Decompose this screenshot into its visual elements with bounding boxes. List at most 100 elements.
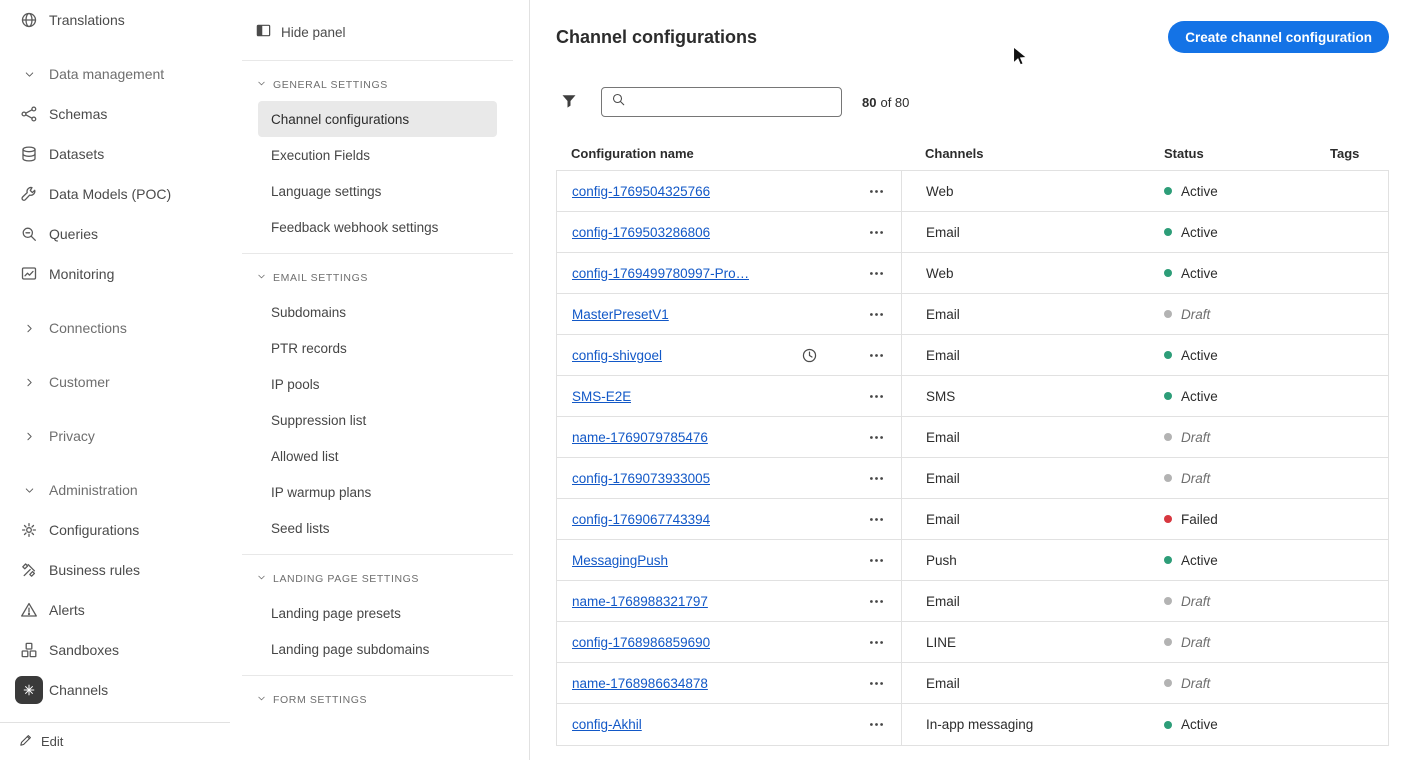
table-row: config-Akhil In-app messaging Active — [557, 704, 1388, 745]
edit-button[interactable]: Edit — [0, 722, 230, 760]
more-actions-button[interactable] — [864, 220, 888, 244]
more-actions-button[interactable] — [864, 713, 888, 737]
more-actions-button[interactable] — [864, 466, 888, 490]
configuration-name-cell: name-1769079785476 — [557, 417, 902, 457]
config-name-link[interactable]: config-1768986859690 — [572, 634, 711, 650]
config-name-link[interactable]: config-1769073933005 — [572, 470, 711, 486]
sidebar-item-connections[interactable]: Connections — [0, 308, 230, 348]
table-row: name-1769079785476 Email Draft — [557, 417, 1388, 458]
more-actions-button[interactable] — [864, 302, 888, 326]
configuration-name-cell: config-1769067743394 — [557, 499, 902, 539]
sidebar-item-business-rules[interactable]: Business rules — [0, 550, 230, 590]
sidebar-item-channels[interactable]: Channels — [0, 670, 230, 710]
more-actions-button[interactable] — [864, 507, 888, 531]
clock-icon — [801, 347, 818, 364]
config-name-link[interactable]: config-1769503286806 — [572, 224, 711, 240]
configuration-name-cell: name-1768986634878 — [557, 663, 902, 703]
panel-item-language-settings[interactable]: Language settings — [271, 183, 382, 199]
sidebar-item-data-models-poc[interactable]: Data Models (POC) — [0, 174, 230, 214]
config-name-link[interactable]: config-1769067743394 — [572, 511, 711, 527]
more-actions-button[interactable] — [864, 671, 888, 695]
sidebar-item-sandboxes[interactable]: Sandboxes — [0, 630, 230, 670]
panel-item-ip-warmup-plans[interactable]: IP warmup plans — [271, 484, 372, 500]
more-actions-button[interactable] — [864, 343, 888, 367]
sidebar-item-administration[interactable]: Administration — [0, 470, 230, 510]
business-rules-icon — [15, 556, 43, 584]
config-name-link[interactable]: SMS-E2E — [572, 388, 632, 404]
panel-section-label: FORM SETTINGS — [273, 694, 368, 706]
more-actions-button[interactable] — [864, 384, 888, 408]
chevron-down-icon — [256, 271, 267, 285]
sidebar-item-configurations[interactable]: Configurations — [0, 510, 230, 550]
panel-divider — [242, 253, 513, 254]
more-actions-button[interactable] — [864, 261, 888, 285]
panel-item-seed-lists[interactable]: Seed lists — [271, 520, 330, 536]
panel-section-form-settings[interactable]: FORM SETTINGS — [230, 684, 529, 716]
sidebar-item-queries[interactable]: Queries — [0, 214, 230, 254]
config-name-link[interactable]: config-1769499780997-Pro… — [572, 265, 750, 281]
hide-panel-button[interactable]: Hide panel — [230, 12, 529, 52]
table-row: name-1768986634878 Email Draft — [557, 663, 1388, 704]
create-channel-configuration-button[interactable]: Create channel configuration — [1168, 21, 1389, 53]
header-tags[interactable]: Tags — [1330, 146, 1360, 161]
header-channels[interactable]: Channels — [925, 146, 984, 161]
more-actions-button[interactable] — [864, 179, 888, 203]
panel-item-execution-fields[interactable]: Execution Fields — [271, 147, 371, 163]
sidebar-item-privacy[interactable]: Privacy — [0, 416, 230, 456]
panel-item-allowed-list[interactable]: Allowed list — [271, 448, 339, 464]
config-name-link[interactable]: config-Akhil — [572, 717, 642, 732]
panel-item-suppression-list[interactable]: Suppression list — [271, 412, 367, 428]
sidebar-item-label: Data management — [49, 66, 165, 82]
more-actions-button[interactable] — [864, 548, 888, 572]
sidebar-item-data-management[interactable]: Data management — [0, 54, 230, 94]
status-label: Active — [1181, 717, 1218, 732]
panel-item-ptr-records[interactable]: PTR records — [271, 340, 347, 356]
config-name-link[interactable]: MasterPresetV1 — [572, 306, 669, 322]
filter-button[interactable] — [556, 90, 581, 115]
config-name-link[interactable]: name-1768986634878 — [572, 675, 708, 691]
panel-item-channel-configurations[interactable]: Channel configurations — [258, 101, 497, 137]
status-label: Active — [1181, 347, 1218, 363]
panel-item-landing-page-subdomains[interactable]: Landing page subdomains — [271, 641, 430, 657]
status-dot — [1164, 556, 1172, 564]
more-actions-button[interactable] — [864, 589, 888, 613]
sidebar-item-alerts[interactable]: Alerts — [0, 590, 230, 630]
status-cell: Draft — [1162, 676, 1331, 691]
result-count: 80 of 80 — [862, 95, 909, 110]
config-name-link[interactable]: name-1768988321797 — [572, 593, 708, 609]
sidebar-item-monitoring[interactable]: Monitoring — [0, 254, 230, 294]
status-dot — [1164, 474, 1172, 482]
table-row: config-1769499780997-Pro… Web Active — [557, 253, 1388, 294]
configuration-name-cell: config-1769504325766 — [557, 171, 902, 211]
main-header: Channel configurations Create channel co… — [556, 21, 1389, 53]
config-name-link[interactable]: config-shivgoel — [572, 347, 663, 363]
panel-section-email-settings[interactable]: EMAIL SETTINGS — [230, 262, 529, 294]
panel-item-landing-page-presets[interactable]: Landing page presets — [271, 605, 401, 621]
sidebar-item-customer[interactable]: Customer — [0, 362, 230, 402]
status-label: Draft — [1181, 593, 1211, 609]
status-dot — [1164, 597, 1172, 605]
header-status[interactable]: Status — [1164, 146, 1204, 161]
more-actions-button[interactable] — [864, 630, 888, 654]
panel-section-general-settings[interactable]: GENERAL SETTINGS — [230, 69, 529, 101]
more-actions-button[interactable] — [864, 425, 888, 449]
config-name-link[interactable]: config-1769504325766 — [572, 183, 711, 199]
panel-item-subdomains[interactable]: Subdomains — [271, 304, 347, 320]
status-cell: Draft — [1162, 635, 1331, 650]
panel-section-landing-page-settings[interactable]: LANDING PAGE SETTINGS — [230, 563, 529, 595]
sidebar-item-schemas[interactable]: Schemas — [0, 94, 230, 134]
status-cell: Draft — [1162, 307, 1331, 322]
status-dot — [1164, 679, 1172, 687]
channel-cell: Web — [926, 183, 954, 199]
panel-item-ip-pools[interactable]: IP pools — [271, 376, 320, 392]
search-input[interactable] — [633, 93, 832, 111]
panel-item-feedback-webhook-settings[interactable]: Feedback webhook settings — [271, 219, 439, 235]
config-name-link[interactable]: MessagingPush — [572, 552, 669, 568]
sidebar-item-translations[interactable]: Translations — [0, 0, 230, 40]
sidebar-item-datasets[interactable]: Datasets — [0, 134, 230, 174]
header-configuration-name[interactable]: Configuration name — [571, 146, 694, 161]
status-label: Active — [1181, 388, 1218, 404]
config-name-link[interactable]: name-1769079785476 — [572, 429, 708, 445]
filter-icon — [560, 92, 578, 113]
status-dot — [1164, 720, 1172, 729]
